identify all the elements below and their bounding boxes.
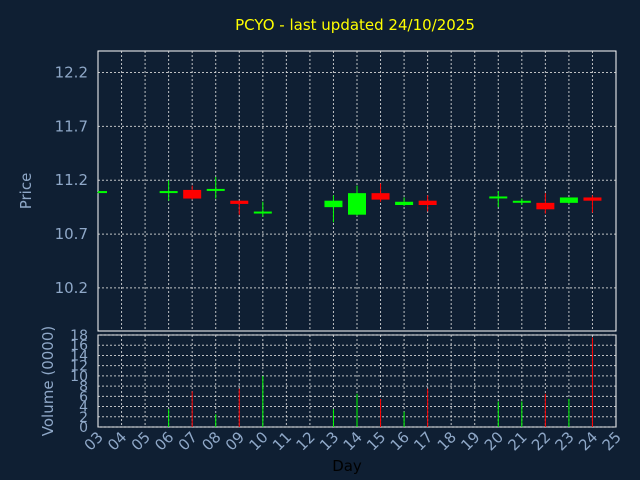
x-tick-label: 20: [481, 428, 507, 454]
x-tick-label: 05: [128, 428, 154, 454]
volume-tick-label: 8: [79, 379, 88, 395]
candle-body: [324, 200, 343, 208]
x-tick-label: 24: [575, 428, 601, 454]
candle-body: [395, 201, 414, 205]
x-tick-labels: 0304050607080910111213141516171819202122…: [81, 428, 625, 454]
x-axis-label: Day: [332, 457, 362, 475]
candle-body: [206, 188, 225, 191]
price-tick-label: 11.2: [55, 171, 88, 189]
x-tick-label: 14: [340, 428, 366, 454]
x-tick-label: 18: [434, 428, 460, 454]
price-tick-label: 10.7: [55, 225, 88, 243]
x-tick-label: 25: [599, 428, 625, 454]
volume-tick-label: 0: [79, 420, 88, 436]
x-tick-label: 06: [151, 428, 177, 454]
volume-tick-label: 18: [70, 328, 88, 344]
candle-body: [159, 191, 178, 194]
candle-body: [512, 200, 531, 203]
price-tick-label: 11.7: [55, 117, 88, 135]
volume-axis-label: Volume (0000): [39, 326, 57, 436]
candle-body: [348, 193, 366, 215]
price-tick-label: 10.2: [55, 279, 88, 297]
x-tick-label: 04: [104, 428, 130, 454]
candle-body: [371, 193, 390, 200]
volume-tick-label: 2: [79, 410, 88, 426]
volume-tick-label: 10: [70, 369, 88, 385]
x-tick-label: 17: [410, 428, 436, 454]
candle-body: [489, 196, 508, 199]
candles: [97, 177, 602, 223]
price-tick-label: 12.2: [55, 64, 88, 82]
x-tick-label: 08: [198, 428, 224, 454]
price-axis-label: Price: [17, 173, 35, 210]
x-tick-label: 15: [363, 428, 389, 454]
volume-tick-label: 6: [79, 389, 88, 405]
x-tick-label: 10: [245, 428, 271, 454]
x-tick-label: 19: [457, 428, 483, 454]
candle-body: [418, 200, 437, 205]
x-tick-label: 22: [528, 428, 554, 454]
candle-body: [98, 191, 107, 194]
volume-tick-label: 4: [79, 400, 88, 416]
x-tick-label: 07: [175, 428, 201, 454]
volume-bars: [168, 337, 593, 427]
volume-tick-label: 14: [70, 348, 88, 364]
candle-body: [583, 197, 602, 201]
x-tick-label: 21: [504, 428, 530, 454]
volume-tick-label: 12: [70, 359, 88, 375]
candle-body: [230, 200, 249, 204]
candle-body: [253, 211, 272, 214]
x-tick-label: 11: [269, 428, 295, 454]
candle-body: [559, 197, 578, 203]
candle-body: [183, 189, 202, 199]
x-tick-label: 09: [222, 428, 248, 454]
x-tick-label: 23: [552, 428, 578, 454]
x-tick-label: 16: [387, 428, 413, 454]
chart-title: PCYO - last updated 24/10/2025: [235, 16, 475, 34]
price-tick-labels: 10.2 10.7 11.2 11.7 12.2: [55, 64, 88, 297]
x-tick-label: 12: [293, 428, 319, 454]
candle-body: [536, 202, 555, 210]
x-tick-label: 13: [316, 428, 342, 454]
volume-tick-label: 16: [70, 338, 88, 354]
